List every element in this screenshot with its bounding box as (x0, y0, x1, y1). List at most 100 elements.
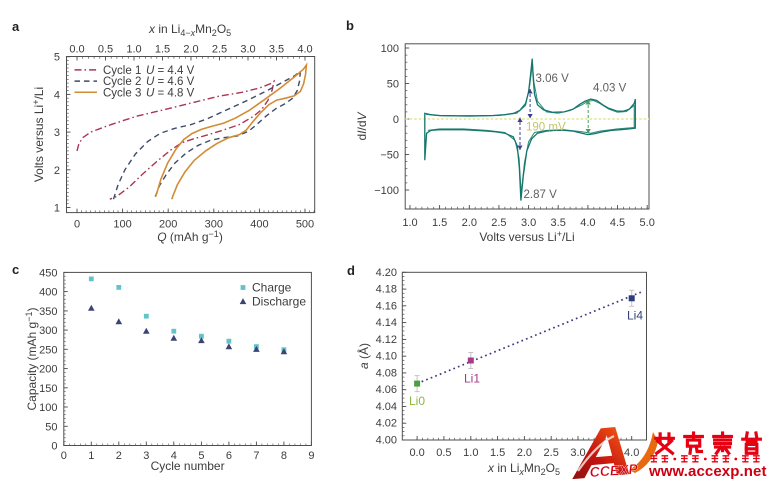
svg-text:Cycle 1: Cycle 1 (103, 65, 141, 77)
svg-text:Li1: Li1 (464, 372, 480, 386)
svg-text:2.5: 2.5 (491, 217, 506, 229)
svg-text:4.5: 4.5 (610, 217, 625, 229)
svg-text:4.16: 4.16 (376, 300, 397, 312)
svg-text:dI/dV: dI/dV (355, 111, 369, 140)
svg-text:4.10: 4.10 (376, 351, 397, 363)
svg-text:0.5: 0.5 (436, 447, 451, 459)
svg-text:5.0: 5.0 (640, 217, 655, 229)
svg-text:4.12: 4.12 (376, 334, 397, 346)
svg-text:0.5: 0.5 (98, 44, 113, 56)
svg-text:1.0: 1.0 (126, 44, 141, 56)
svg-text:d: d (347, 263, 355, 278)
svg-text:4.04: 4.04 (376, 401, 397, 413)
svg-text:100: 100 (113, 219, 131, 231)
svg-text:U = 4.6 V: U = 4.6 V (146, 76, 195, 88)
svg-text:c: c (12, 262, 19, 277)
svg-text:250: 250 (39, 344, 57, 356)
svg-text:1.5: 1.5 (432, 217, 447, 229)
svg-text:2.0: 2.0 (462, 217, 477, 229)
svg-text:b: b (346, 18, 354, 33)
svg-text:400: 400 (250, 219, 268, 231)
svg-text:Li4: Li4 (627, 309, 643, 323)
svg-text:4.0: 4.0 (297, 44, 312, 56)
svg-text:200: 200 (39, 364, 57, 376)
svg-text:100: 100 (381, 43, 399, 55)
svg-text:1: 1 (54, 203, 60, 215)
svg-text:4: 4 (54, 89, 60, 101)
svg-text:3.5: 3.5 (551, 217, 566, 229)
svg-text:4: 4 (171, 450, 177, 462)
svg-text:150: 150 (39, 383, 57, 395)
svg-text:5: 5 (54, 52, 60, 64)
svg-text:1.0: 1.0 (463, 447, 478, 459)
svg-text:Cycle number: Cycle number (151, 459, 225, 473)
svg-text:4.00: 4.00 (376, 435, 397, 447)
svg-text:50: 50 (387, 79, 399, 91)
svg-text:0: 0 (61, 450, 67, 462)
svg-text:4.18: 4.18 (376, 284, 397, 296)
svg-text:450: 450 (39, 267, 57, 279)
svg-text:1: 1 (88, 450, 94, 462)
svg-text:6: 6 (226, 450, 232, 462)
svg-text:4.06: 4.06 (376, 384, 397, 396)
svg-text:2: 2 (54, 165, 60, 177)
svg-text:CCEXP: CCEXP (589, 461, 639, 480)
svg-text:Charge: Charge (252, 281, 292, 295)
svg-text:3.0: 3.0 (240, 44, 255, 56)
svg-text:Li0: Li0 (409, 394, 425, 408)
svg-text:2.0: 2.0 (517, 447, 532, 459)
svg-text:400: 400 (39, 287, 57, 299)
svg-text:7: 7 (253, 450, 259, 462)
svg-text:Q (mAh g−1): Q (mAh g−1) (157, 229, 223, 244)
svg-text:a (Å): a (Å) (356, 343, 371, 369)
svg-text:Capacity (mAh g−1): Capacity (mAh g−1) (24, 308, 39, 411)
svg-text:100: 100 (39, 402, 57, 414)
svg-text:9: 9 (308, 450, 314, 462)
svg-text:4.08: 4.08 (376, 367, 397, 379)
svg-text:2.5: 2.5 (212, 44, 227, 56)
svg-text:4.03 V: 4.03 V (593, 83, 627, 95)
svg-text:5: 5 (198, 450, 204, 462)
svg-text:300: 300 (205, 219, 223, 231)
svg-text:Cycle 3: Cycle 3 (103, 87, 141, 99)
svg-text:x in LixMn2O5: x in LixMn2O5 (487, 461, 560, 477)
svg-text:3.06 V: 3.06 V (536, 73, 570, 85)
svg-text:1.5: 1.5 (155, 44, 170, 56)
svg-text:0: 0 (74, 219, 80, 231)
svg-text:3.5: 3.5 (269, 44, 284, 56)
svg-text:U = 4.4 V: U = 4.4 V (146, 65, 195, 77)
svg-text:4.14: 4.14 (376, 317, 397, 329)
svg-text:Volts versus Li+/Li: Volts versus Li+/Li (479, 229, 574, 244)
svg-text:200: 200 (159, 219, 177, 231)
svg-text:2.0: 2.0 (183, 44, 198, 56)
svg-text:2: 2 (116, 450, 122, 462)
svg-text:x in Li4−xMn2O5: x in Li4−xMn2O5 (148, 22, 231, 38)
svg-text:1.5: 1.5 (490, 447, 505, 459)
svg-text:4.0: 4.0 (624, 447, 639, 459)
svg-text:Discharge: Discharge (252, 295, 306, 309)
svg-text:Volts versus Li+/Li: Volts versus Li+/Li (31, 87, 46, 182)
svg-text:0: 0 (51, 441, 57, 453)
svg-text:Cycle 2: Cycle 2 (103, 76, 141, 88)
svg-text:300: 300 (39, 325, 57, 337)
svg-text:500: 500 (296, 219, 314, 231)
svg-text:4.02: 4.02 (376, 418, 397, 430)
svg-text:4.20: 4.20 (376, 267, 397, 279)
svg-text:3: 3 (143, 450, 149, 462)
svg-text:1.0: 1.0 (402, 217, 417, 229)
svg-text:3.0: 3.0 (521, 217, 536, 229)
svg-text:350: 350 (39, 306, 57, 318)
svg-text:2.5: 2.5 (544, 447, 559, 459)
svg-text:www.accexp.net: www.accexp.net (648, 463, 767, 480)
svg-text:2.87 V: 2.87 V (524, 189, 558, 201)
svg-text:8: 8 (281, 450, 287, 462)
svg-text:0.0: 0.0 (409, 447, 424, 459)
svg-text:−50: −50 (380, 150, 399, 162)
svg-text:4.0: 4.0 (580, 217, 595, 229)
svg-text:190 mV: 190 mV (526, 122, 566, 134)
svg-text:a: a (12, 19, 20, 34)
svg-text:−100: −100 (374, 185, 399, 197)
svg-text:50: 50 (45, 421, 57, 433)
svg-text:U = 4.8 V: U = 4.8 V (146, 87, 195, 99)
svg-text:0: 0 (393, 114, 399, 126)
